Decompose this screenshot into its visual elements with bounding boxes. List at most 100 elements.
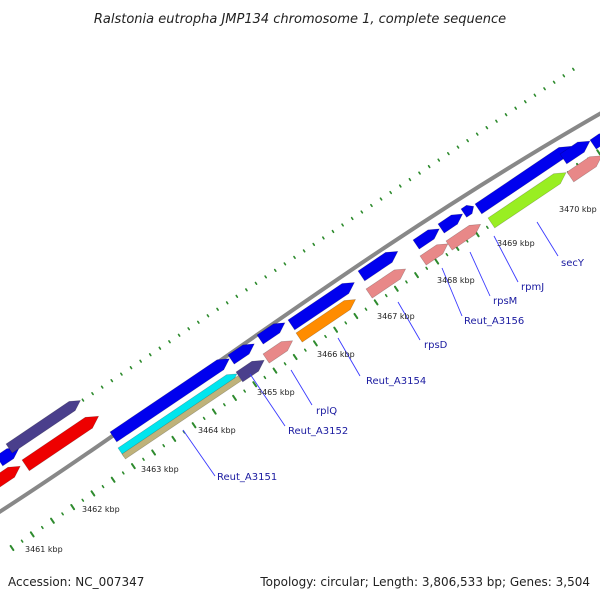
leader-line xyxy=(337,337,361,377)
gene-arrow xyxy=(419,243,449,266)
tick-mark xyxy=(324,334,327,339)
tick-mark xyxy=(9,544,15,552)
tick-mark xyxy=(418,171,421,175)
tick-mark xyxy=(434,258,440,265)
tick-mark xyxy=(168,340,171,344)
tick-mark xyxy=(252,381,258,388)
scale-label: 3466 kbp xyxy=(317,350,355,359)
tick-mark xyxy=(572,67,575,71)
tick-mark xyxy=(40,525,44,530)
tick-mark xyxy=(350,216,354,221)
gene-labels: Reut_A3151 Reut_A3152 rplQ Reut_A3154 rpsD Re… xyxy=(217,258,585,483)
tick-mark xyxy=(101,484,105,489)
tick-mark xyxy=(206,314,210,318)
chromosome-backbone xyxy=(0,111,600,514)
gene-arrow xyxy=(256,322,286,345)
tick-mark xyxy=(254,281,258,285)
tick-mark xyxy=(303,348,307,352)
tick-mark xyxy=(120,372,123,376)
leader-line xyxy=(397,301,421,341)
tick-mark xyxy=(465,239,469,243)
tick-mark xyxy=(202,416,206,421)
tick-mark xyxy=(263,375,267,380)
tick-mark xyxy=(313,340,318,347)
map-title: Ralstonia eutropha JMP134 chromosome 1, … xyxy=(94,12,506,27)
backbone-line xyxy=(0,111,600,514)
tick-mark xyxy=(90,490,96,497)
tick-mark xyxy=(466,139,469,143)
scale-label: 3463 kbp xyxy=(141,465,179,474)
tick-mark xyxy=(216,307,219,311)
tick-mark xyxy=(91,391,94,396)
scale-label: 3465 kbp xyxy=(257,388,295,397)
tick-mark xyxy=(272,367,278,374)
tick-mark xyxy=(283,262,287,266)
tick-mark xyxy=(61,512,64,516)
tick-mark xyxy=(292,353,298,361)
gene-arrow xyxy=(295,299,357,343)
tick-mark xyxy=(379,197,383,201)
leader-line xyxy=(469,251,491,297)
gene-arrow xyxy=(5,400,81,454)
tick-mark xyxy=(20,539,24,543)
tick-mark xyxy=(243,389,246,393)
leader-line xyxy=(182,429,216,477)
scale-label: 3469 kbp xyxy=(497,239,535,248)
leader-line xyxy=(493,235,519,283)
tick-mark xyxy=(495,119,498,123)
gene-label: Reut_A3156 xyxy=(464,316,524,327)
gene-arrow xyxy=(0,447,20,467)
tick-mark xyxy=(533,93,537,97)
tick-mark xyxy=(486,225,489,229)
tick-mark xyxy=(235,294,239,298)
gene-arrow xyxy=(412,228,440,250)
gene-label: rpsD xyxy=(424,340,448,351)
tick-mark xyxy=(341,223,344,227)
tick-mark xyxy=(445,253,449,257)
tick-mark xyxy=(121,471,125,475)
tick-mark xyxy=(171,435,177,442)
leader-line xyxy=(290,369,313,406)
tick-mark xyxy=(81,498,85,502)
tick-mark xyxy=(474,231,480,238)
tick-mark xyxy=(70,503,76,511)
tick-mark xyxy=(447,151,450,156)
tick-mark xyxy=(81,398,85,402)
scale-label: 3468 kbp xyxy=(437,276,475,285)
tick-mark xyxy=(514,106,518,110)
tick-mark xyxy=(110,476,116,483)
gene-arrow xyxy=(460,204,475,218)
gene-arrow xyxy=(235,359,265,383)
tick-mark xyxy=(130,463,136,470)
tick-mark xyxy=(211,408,217,415)
gene-label: rplQ xyxy=(316,406,337,417)
tick-mark xyxy=(302,249,306,253)
gene-arrow xyxy=(262,340,294,364)
tick-mark xyxy=(110,379,114,383)
leader-line xyxy=(536,221,559,257)
leader-line xyxy=(441,267,463,317)
tick-mark xyxy=(543,87,546,91)
tick-mark xyxy=(196,320,200,324)
scale-label: 3467 kbp xyxy=(377,312,415,321)
gene-arrow xyxy=(357,251,399,282)
tick-mark xyxy=(129,366,133,370)
gene-label: Reut_A3152 xyxy=(288,426,348,437)
gene-arrow xyxy=(287,282,355,331)
tick-mark xyxy=(364,307,368,311)
gene-arrow xyxy=(21,415,100,472)
scale-label: 3470 kbp xyxy=(559,205,597,214)
tick-mark xyxy=(225,301,229,305)
gene-arrow xyxy=(589,133,600,150)
gene-arrow xyxy=(0,465,21,488)
tick-mark xyxy=(187,327,191,331)
gene-arrow xyxy=(559,140,591,165)
tick-mark xyxy=(408,177,412,182)
gene-label: Reut_A3154 xyxy=(366,376,426,387)
tick-mark xyxy=(414,272,419,279)
scale-label: 3462 kbp xyxy=(82,505,120,514)
tick-mark xyxy=(485,126,489,130)
tick-mark xyxy=(344,321,348,325)
gene-features xyxy=(0,133,600,488)
tick-mark xyxy=(273,268,277,273)
